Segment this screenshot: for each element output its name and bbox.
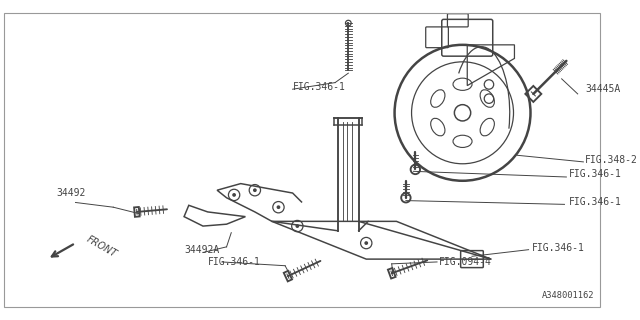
Text: FIG.346-1: FIG.346-1 xyxy=(569,169,622,179)
Text: A348001162: A348001162 xyxy=(542,291,595,300)
Text: FIG.348-2: FIG.348-2 xyxy=(585,155,638,165)
Circle shape xyxy=(232,193,236,197)
Text: FIG.346-1: FIG.346-1 xyxy=(207,257,260,267)
Text: FIG.346-1: FIG.346-1 xyxy=(531,243,584,253)
Circle shape xyxy=(364,241,368,245)
Circle shape xyxy=(276,205,280,209)
Text: 34492: 34492 xyxy=(56,188,86,198)
Text: FIG.094-4: FIG.094-4 xyxy=(439,257,492,267)
Circle shape xyxy=(253,188,257,192)
Text: 34445A: 34445A xyxy=(585,84,621,94)
Text: FIG.346-1: FIG.346-1 xyxy=(569,197,622,207)
Text: 34492A: 34492A xyxy=(184,245,220,255)
Text: FIG.346-1: FIG.346-1 xyxy=(292,82,346,92)
Circle shape xyxy=(296,224,300,228)
Text: FRONT: FRONT xyxy=(85,234,119,260)
